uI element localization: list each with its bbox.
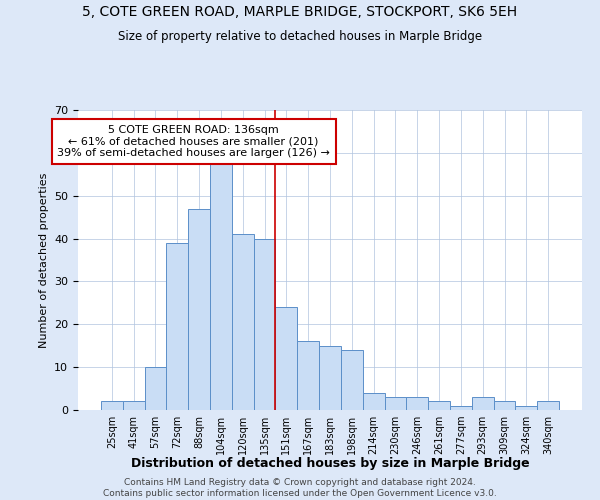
Bar [450,406,472,410]
Bar [101,402,123,410]
Bar [385,397,406,410]
Bar [472,397,494,410]
Bar [363,393,385,410]
Bar [297,342,319,410]
Text: 5 COTE GREEN ROAD: 136sqm
← 61% of detached houses are smaller (201)
39% of semi: 5 COTE GREEN ROAD: 136sqm ← 61% of detac… [57,125,330,158]
Bar [319,346,341,410]
Bar [254,238,275,410]
Bar [275,307,297,410]
Y-axis label: Number of detached properties: Number of detached properties [38,172,49,348]
Bar [428,402,450,410]
Bar [145,367,166,410]
Bar [210,162,232,410]
Bar [537,402,559,410]
Text: Size of property relative to detached houses in Marple Bridge: Size of property relative to detached ho… [118,30,482,43]
Bar [515,406,537,410]
Bar [188,208,210,410]
Bar [232,234,254,410]
Bar [341,350,363,410]
Bar [123,402,145,410]
Text: Distribution of detached houses by size in Marple Bridge: Distribution of detached houses by size … [131,457,529,470]
Bar [406,397,428,410]
Text: Contains HM Land Registry data © Crown copyright and database right 2024.
Contai: Contains HM Land Registry data © Crown c… [103,478,497,498]
Text: 5, COTE GREEN ROAD, MARPLE BRIDGE, STOCKPORT, SK6 5EH: 5, COTE GREEN ROAD, MARPLE BRIDGE, STOCK… [82,5,518,19]
Bar [494,402,515,410]
Bar [166,243,188,410]
